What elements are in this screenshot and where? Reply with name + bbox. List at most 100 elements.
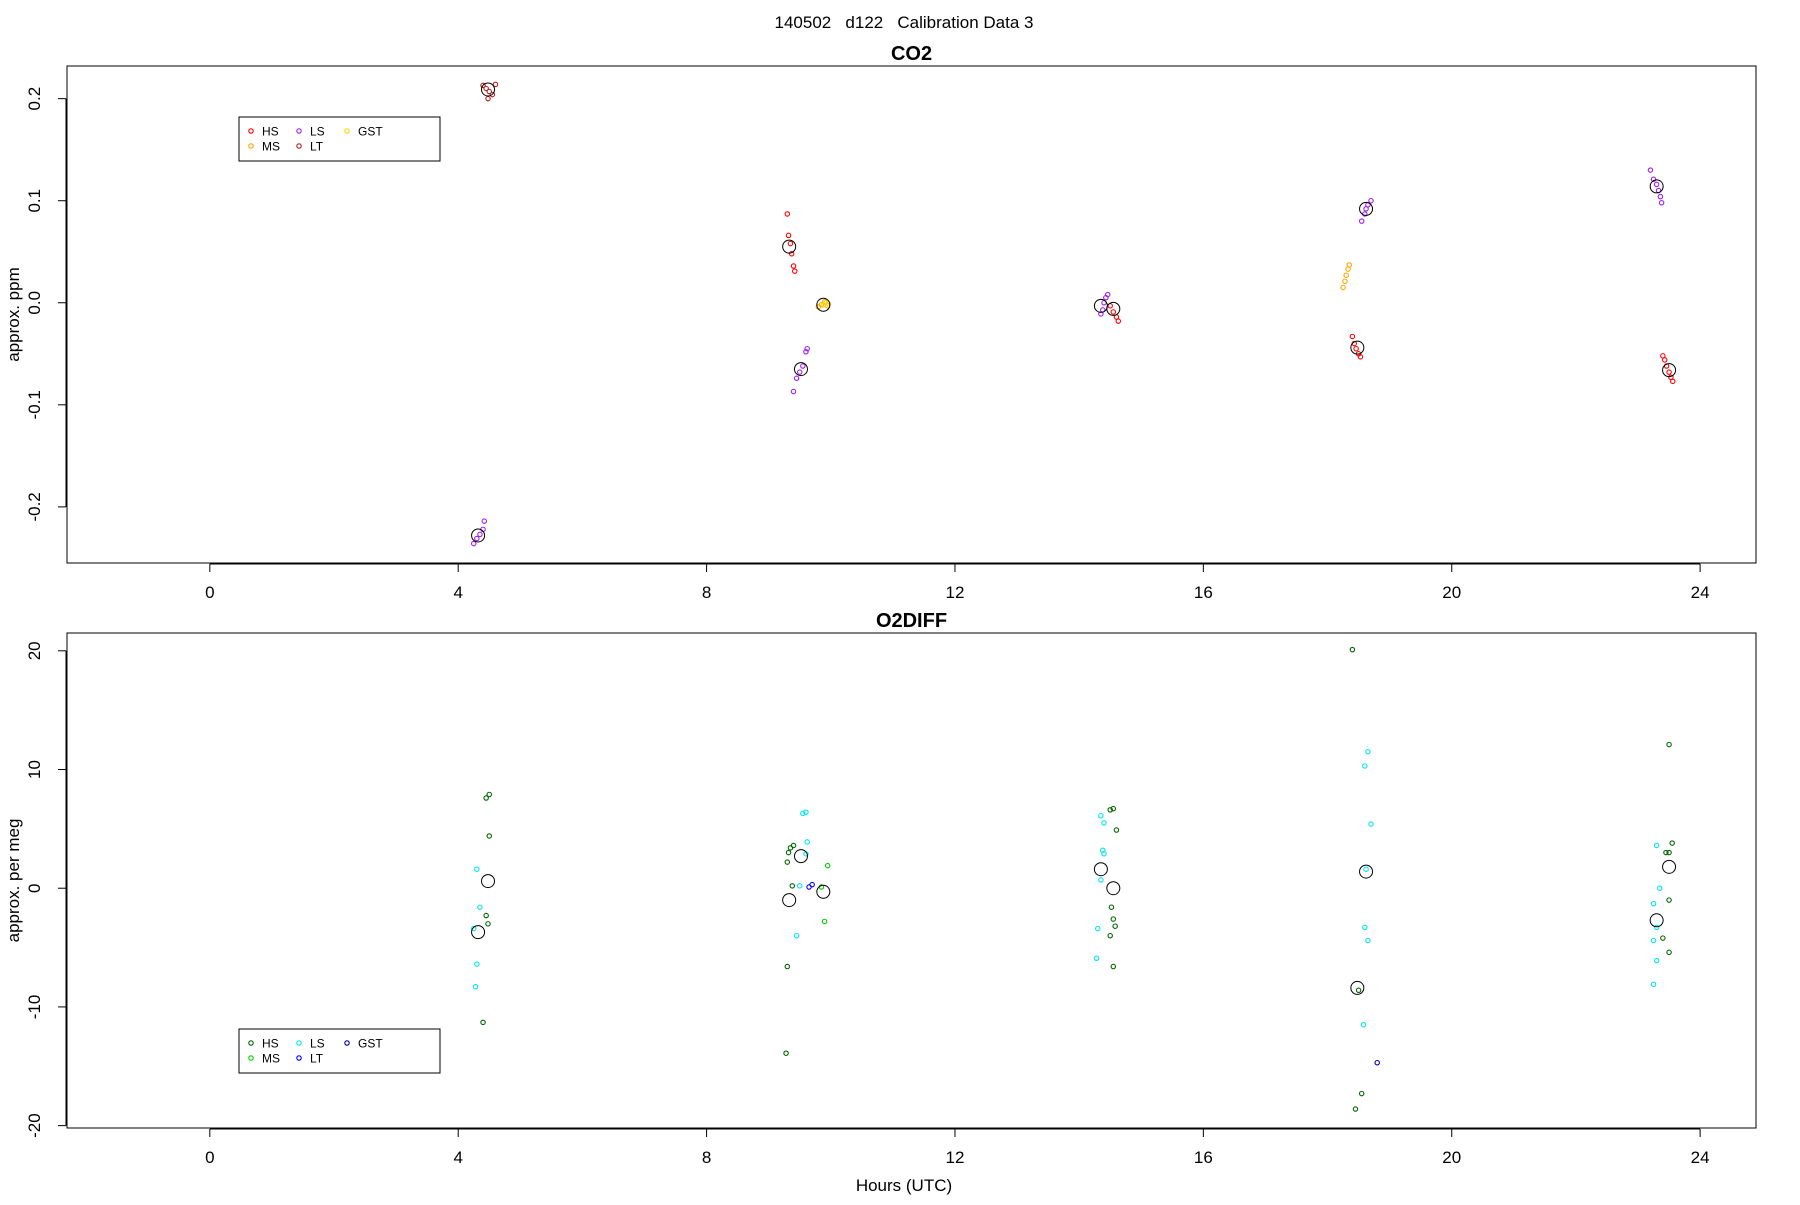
mean-marker xyxy=(1662,859,1677,874)
series-gst xyxy=(820,300,832,308)
x-tick-label: 24 xyxy=(1691,583,1710,602)
data-point xyxy=(796,369,803,375)
data-point xyxy=(1657,193,1664,200)
series-ms xyxy=(818,862,831,925)
x-tick-label: 16 xyxy=(1194,1148,1213,1167)
data-point xyxy=(1365,748,1371,755)
data-point xyxy=(800,363,806,369)
y-tick-label: 0.0 xyxy=(25,291,44,315)
panel-co2: CO2 0 4 8 12 16 20 24 -0.2 -0.1 0.0 0.1 0.2 approx. p… xyxy=(4,43,1757,602)
mean-marker xyxy=(1106,301,1121,316)
data-point xyxy=(480,82,486,89)
legend-label: HS xyxy=(262,125,279,139)
legend-label: LT xyxy=(310,140,324,154)
series-lt xyxy=(480,81,499,102)
data-point xyxy=(477,904,483,910)
data-point xyxy=(492,81,499,88)
series-lt xyxy=(806,881,815,890)
data-point xyxy=(790,842,797,849)
data-point xyxy=(1362,924,1368,931)
y-tick-label: 0.1 xyxy=(25,189,44,213)
data-point xyxy=(1353,345,1359,352)
data-point xyxy=(1098,813,1104,819)
data-point xyxy=(785,232,792,239)
data-point xyxy=(1113,827,1120,833)
plot-frame xyxy=(66,632,1757,1129)
x-tick-label: 4 xyxy=(453,583,462,602)
series-gst xyxy=(1374,1059,1380,1066)
data-point xyxy=(1360,1021,1367,1028)
data-point xyxy=(1653,924,1660,931)
data-point xyxy=(474,961,480,967)
data-point xyxy=(480,1019,486,1026)
data-point xyxy=(824,862,831,869)
panel-title: CO2 xyxy=(891,43,932,65)
mean-marker xyxy=(816,297,831,312)
data-point xyxy=(1343,272,1349,278)
data-point xyxy=(1666,369,1672,375)
legend-box xyxy=(238,116,441,162)
mean-marker xyxy=(1359,864,1374,879)
legend-swatch xyxy=(296,143,302,149)
page-title: 140502 d122 Calibration Data 3 xyxy=(775,13,1034,32)
series-ls xyxy=(470,167,1665,547)
data-point xyxy=(1647,167,1654,173)
data-point xyxy=(1115,318,1122,324)
series-ls xyxy=(470,748,1663,1028)
data-point xyxy=(485,921,491,927)
data-point xyxy=(1107,932,1113,939)
data-point xyxy=(1342,278,1348,285)
data-point xyxy=(785,849,792,856)
y-tick-label: 0 xyxy=(25,883,44,892)
legend-swatch xyxy=(344,128,350,134)
data-point xyxy=(474,866,480,872)
data-point xyxy=(809,881,815,888)
data-point xyxy=(796,883,803,889)
data-point xyxy=(1352,1106,1359,1112)
mean-marker xyxy=(1359,201,1374,216)
series-hs xyxy=(480,646,1675,1112)
x-tick-label: 24 xyxy=(1691,1148,1710,1167)
legend-swatch xyxy=(296,1040,302,1046)
series-means xyxy=(471,82,1677,543)
data-point xyxy=(825,301,832,307)
data-point xyxy=(1095,925,1101,932)
mean-marker xyxy=(1093,862,1108,877)
plot-frame xyxy=(66,65,1757,564)
data-point xyxy=(1340,284,1346,291)
y-axis-label: approx. per meg xyxy=(4,819,23,943)
data-point xyxy=(818,302,825,308)
data-point xyxy=(1669,840,1675,846)
y-tick-label: 0.2 xyxy=(25,87,44,111)
legend-label: LT xyxy=(310,1052,324,1066)
data-point xyxy=(483,912,489,919)
mean-marker xyxy=(782,239,797,254)
data-point xyxy=(1357,354,1364,360)
data-point xyxy=(1101,851,1107,857)
legend-box xyxy=(238,1028,441,1074)
legend: HS LS GST MS LT xyxy=(238,1028,441,1074)
data-point xyxy=(803,348,809,355)
data-point xyxy=(1349,646,1356,653)
data-point xyxy=(1666,741,1672,748)
data-point xyxy=(787,240,794,247)
data-point xyxy=(1365,937,1371,944)
series-hs xyxy=(784,211,1676,385)
y-tick-label: 10 xyxy=(25,760,44,779)
data-point xyxy=(483,85,489,92)
data-point xyxy=(470,540,477,547)
mean-marker xyxy=(1662,363,1677,378)
data-point xyxy=(1362,763,1368,769)
data-point xyxy=(788,251,795,257)
data-points xyxy=(470,81,1677,547)
data-point xyxy=(1104,291,1111,298)
legend-label: GST xyxy=(358,1037,383,1051)
mean-marker xyxy=(1649,179,1664,194)
data-point xyxy=(1650,900,1657,907)
x-tick-label: 0 xyxy=(205,583,214,602)
legend-label: GST xyxy=(358,125,383,139)
mean-marker xyxy=(1106,881,1121,896)
series-ms xyxy=(815,262,1353,310)
mean-marker xyxy=(793,362,808,377)
data-points xyxy=(470,646,1677,1112)
